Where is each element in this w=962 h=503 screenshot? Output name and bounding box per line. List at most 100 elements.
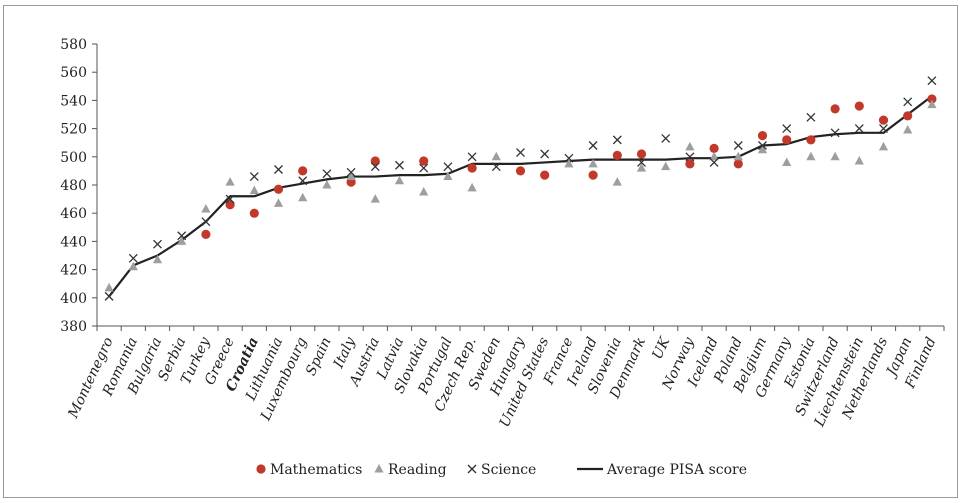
mathematics-point bbox=[806, 135, 816, 145]
reading-point bbox=[685, 141, 695, 151]
reading-point bbox=[733, 151, 743, 161]
y-tick-label: 580 bbox=[60, 37, 87, 53]
science-point bbox=[128, 253, 138, 263]
legend-reading-marker bbox=[374, 464, 384, 473]
reading-point bbox=[346, 171, 356, 181]
average-pisa-line bbox=[108, 95, 933, 298]
mathematics-point bbox=[854, 101, 864, 111]
mathematics-point bbox=[370, 156, 380, 166]
legend-label: Reading bbox=[388, 462, 447, 478]
mathematics-point bbox=[903, 111, 913, 121]
reading-point bbox=[588, 158, 598, 168]
reading-point bbox=[612, 177, 622, 186]
legend-item: Average PISA score bbox=[577, 462, 747, 478]
mathematics-point bbox=[540, 170, 550, 180]
reading-point bbox=[830, 151, 840, 161]
science-point bbox=[830, 128, 840, 138]
science-point bbox=[298, 176, 308, 186]
pisa-scores-chart: 380 400 420 440 460 480 500 520 540 560 580 Monten… bbox=[60, 37, 945, 478]
y-tick-label: 460 bbox=[60, 206, 87, 222]
reading-point bbox=[322, 180, 332, 189]
mathematics-point bbox=[273, 184, 284, 194]
legend-item: Science bbox=[467, 462, 536, 478]
axes bbox=[96, 44, 945, 331]
mathematics-point bbox=[249, 208, 259, 218]
reading-point bbox=[273, 198, 284, 207]
science-point bbox=[782, 124, 792, 134]
science-point bbox=[395, 160, 404, 170]
science-point bbox=[104, 291, 114, 301]
science-point bbox=[467, 152, 477, 162]
reading-point bbox=[177, 236, 187, 245]
legend-label: Mathematics bbox=[270, 462, 362, 478]
legend-item: Reading bbox=[374, 462, 447, 478]
reading-point bbox=[201, 203, 211, 213]
reading-point bbox=[636, 163, 647, 172]
reading-point bbox=[443, 171, 453, 181]
y-axis-ticks: 380 400 420 440 460 480 500 520 540 560 580 bbox=[60, 37, 97, 335]
reading-point bbox=[249, 185, 259, 195]
science-point bbox=[491, 162, 501, 172]
y-tick-label: 440 bbox=[60, 234, 87, 250]
science-point bbox=[733, 141, 743, 150]
reading-point bbox=[104, 282, 114, 292]
reading-point bbox=[225, 177, 235, 186]
science-point bbox=[758, 141, 767, 150]
legend: Mathematics Reading Science Average PISA sc… bbox=[256, 462, 747, 478]
science-point bbox=[419, 163, 429, 173]
x-category-label: UK bbox=[649, 334, 674, 362]
reading-point bbox=[370, 194, 380, 203]
mathematics-point bbox=[419, 156, 429, 166]
legend-mathematics-marker bbox=[256, 464, 266, 474]
science-point bbox=[322, 169, 332, 179]
legend-label: Science bbox=[481, 462, 536, 478]
science-point bbox=[443, 162, 453, 172]
science-point bbox=[274, 165, 283, 174]
legend-item: Mathematics bbox=[256, 462, 362, 478]
reading-point bbox=[927, 99, 937, 109]
science-point bbox=[153, 239, 162, 249]
science-point bbox=[661, 134, 671, 143]
reading-point bbox=[491, 151, 501, 161]
mathematics-point bbox=[515, 166, 526, 176]
science-point bbox=[806, 112, 816, 122]
x-axis-labels: MontenegroRomaniaBulgariaSerbiaTurkeyGre… bbox=[65, 334, 940, 430]
reading-point bbox=[661, 161, 671, 171]
y-tick-label: 500 bbox=[60, 150, 87, 166]
science-point bbox=[612, 135, 622, 145]
science-point bbox=[879, 124, 888, 134]
science-point bbox=[346, 167, 356, 177]
mathematics-point bbox=[733, 159, 743, 169]
y-tick-label: 400 bbox=[60, 291, 87, 307]
mathematics-point bbox=[612, 150, 622, 160]
y-tick-label: 520 bbox=[60, 122, 87, 138]
science-point bbox=[903, 97, 913, 107]
reading-point bbox=[419, 187, 429, 196]
science-point bbox=[637, 157, 646, 167]
mathematics-point bbox=[467, 163, 477, 173]
science-point bbox=[854, 124, 864, 134]
markers-layer bbox=[104, 76, 937, 301]
reading-point bbox=[878, 141, 889, 151]
science-point bbox=[249, 172, 259, 181]
mathematics-point bbox=[782, 135, 792, 145]
legend-label: Average PISA score bbox=[606, 462, 747, 478]
reading-point bbox=[854, 156, 864, 165]
reading-point bbox=[757, 144, 768, 154]
y-tick-label: 420 bbox=[60, 263, 87, 279]
y-tick-label: 480 bbox=[60, 178, 87, 194]
science-point bbox=[709, 157, 719, 167]
reading-point bbox=[128, 261, 138, 271]
science-point bbox=[177, 231, 187, 241]
y-tick-label: 560 bbox=[60, 65, 87, 81]
mathematics-point bbox=[927, 94, 937, 104]
mathematics-point bbox=[298, 166, 308, 176]
reading-point bbox=[709, 151, 719, 161]
reading-point bbox=[467, 182, 477, 192]
science-point bbox=[201, 217, 211, 227]
mathematics-point bbox=[757, 131, 768, 141]
mathematics-point bbox=[685, 159, 695, 169]
reading-point bbox=[782, 157, 792, 166]
chart-frame: 380 400 420 440 460 480 500 520 540 560 580 Monten… bbox=[3, 5, 958, 498]
y-tick-label: 540 bbox=[60, 93, 87, 109]
